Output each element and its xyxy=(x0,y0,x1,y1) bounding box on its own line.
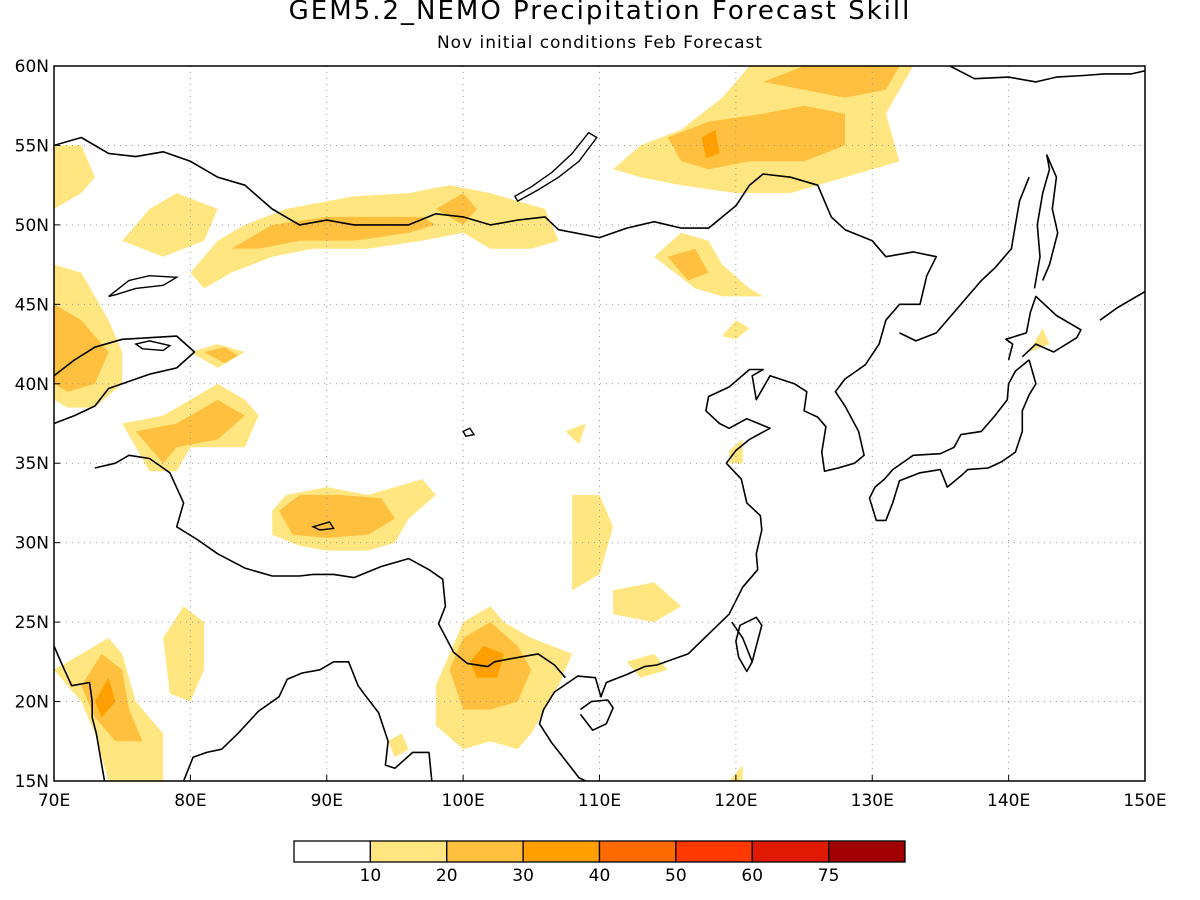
coastline xyxy=(949,66,1145,83)
lake-outline xyxy=(462,427,476,437)
skill-region-level-1 xyxy=(163,606,204,702)
coastline xyxy=(188,860,191,868)
chart-title: GEM5.2_NEMO Precipitation Forecast Skill xyxy=(288,0,912,26)
coastline xyxy=(1005,295,1082,361)
lat-tick-label: 15N xyxy=(15,772,49,792)
skill-region-level-2 xyxy=(435,193,477,225)
colorbar: 10 20 30 40 50 60 75 xyxy=(293,840,906,886)
lat-tick-label: 60N xyxy=(15,57,49,77)
lat-tick-label: 25N xyxy=(15,613,49,633)
skill-region-level-1 xyxy=(388,733,409,758)
colorbar-label: 20 xyxy=(436,866,458,886)
skill-region-level-1 xyxy=(122,193,218,257)
lat-tick-label: 45N xyxy=(15,295,49,315)
skill-region-level-2 xyxy=(279,495,395,538)
lat-tick-label: 20N xyxy=(15,693,49,713)
lon-tick-labels: 70E 80E 90E 100E 110E 120E 130E 140E 150E xyxy=(38,775,1167,811)
coastline xyxy=(182,660,433,781)
lake-outline xyxy=(311,521,335,531)
colorbar-swatch xyxy=(751,840,830,863)
lon-tick-label: 80E xyxy=(174,791,206,811)
colorbar-label: 75 xyxy=(818,866,840,886)
lake-outline xyxy=(513,131,598,203)
coastline xyxy=(54,645,106,781)
coastline xyxy=(1099,290,1145,321)
chart-subtitle: Nov initial conditions Feb Forecast xyxy=(436,33,764,53)
colorbar-label: 60 xyxy=(741,866,763,886)
lat-tick-label: 50N xyxy=(15,216,49,236)
skill-region-level-3 xyxy=(701,129,720,159)
skill-region-level-3 xyxy=(94,677,116,718)
coastline xyxy=(54,136,938,781)
colorbar-label: 50 xyxy=(665,866,687,886)
colorbar-label: 10 xyxy=(360,866,382,886)
lon-tick-label: 140E xyxy=(987,791,1030,811)
lon-tick-label: 120E xyxy=(714,791,757,811)
coastline xyxy=(868,359,1037,522)
lake-outline xyxy=(134,340,172,352)
skill-region-level-1 xyxy=(565,423,586,445)
coastline xyxy=(1033,154,1059,289)
lat-tick-label: 40N xyxy=(15,375,49,395)
skill-region-level-1 xyxy=(572,495,614,591)
lon-tick-label: 110E xyxy=(578,791,621,811)
colorbar-swatch xyxy=(598,840,677,863)
lon-tick-label: 70E xyxy=(38,791,70,811)
lat-tick-label: 35N xyxy=(15,454,49,474)
lat-tick-labels: 15N 20N 25N 30N 35N 40N 45N 50N 55N 60N xyxy=(15,57,60,792)
colorbar-label: 40 xyxy=(589,866,611,886)
skill-region-level-3 xyxy=(469,645,504,678)
lon-tick-label: 100E xyxy=(442,791,485,811)
colorbar-swatch xyxy=(293,840,372,863)
coastlines xyxy=(54,66,1145,868)
skill-region-level-1 xyxy=(722,320,750,340)
skill-region-level-1 xyxy=(729,765,743,781)
colorbar-swatch xyxy=(446,840,524,863)
colorbar-swatch xyxy=(675,840,753,863)
colorbar-swatch xyxy=(522,840,601,863)
coastline xyxy=(579,699,614,732)
colorbar-label: 30 xyxy=(512,866,534,886)
lake-outline xyxy=(108,274,180,298)
coastline xyxy=(899,176,1030,342)
skill-region-level-1 xyxy=(654,232,764,297)
skill-region-level-1 xyxy=(54,145,95,209)
colorbar-swatch xyxy=(827,840,906,863)
coastline xyxy=(54,335,196,425)
coastline xyxy=(94,454,567,679)
skill-region-level-1 xyxy=(613,582,682,623)
lat-tick-label: 55N xyxy=(15,136,49,156)
colorbar-swatch xyxy=(369,840,448,863)
lon-tick-label: 90E xyxy=(311,791,343,811)
skill-region-level-2 xyxy=(135,399,245,464)
lon-tick-label: 130E xyxy=(851,791,894,811)
lon-tick-label: 150E xyxy=(1123,791,1166,811)
skill-region-level-2 xyxy=(54,304,109,392)
lat-tick-label: 30N xyxy=(15,534,49,554)
coastline xyxy=(731,616,763,673)
skill-region-level-2 xyxy=(204,347,239,364)
skill-region-level-2 xyxy=(763,66,900,98)
skill-region-level-2 xyxy=(667,248,709,281)
